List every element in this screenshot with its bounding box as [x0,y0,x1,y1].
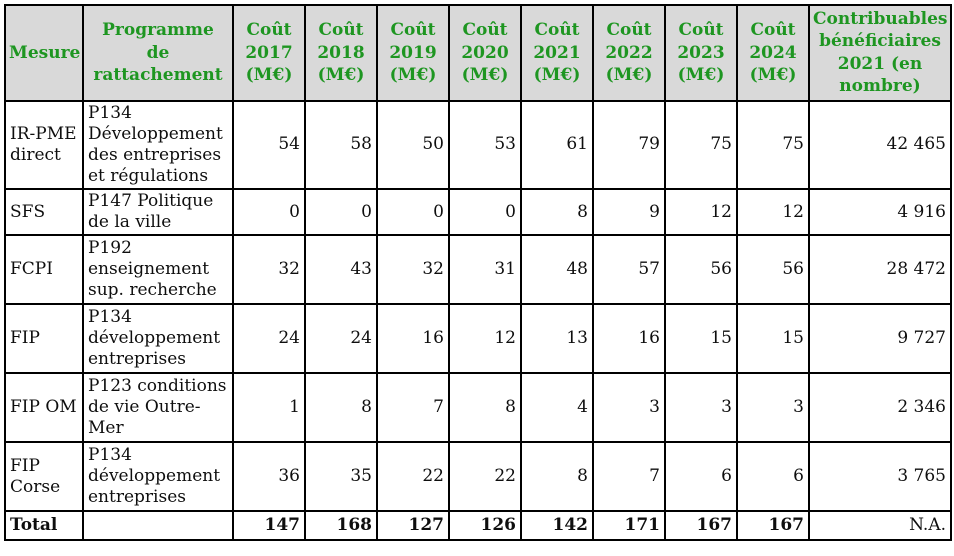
header-programme: Programme de rattachement [82,4,234,102]
cost-value-cell: 0 [376,188,450,237]
total-cost-cell: 142 [520,510,594,542]
total-beneficiaries-cell: N.A. [808,510,952,542]
cost-value-cell: 0 [232,188,306,237]
programme-cell: P147 Politique de la ville [82,188,234,237]
cost-value-cell: 15 [736,303,810,375]
programme-cell: P134 développement entreprises [82,303,234,375]
header-cout-2021: Coût 2021 (M€) [520,4,594,102]
total-cost-cell: 168 [304,510,378,542]
mesure-cell: FIP OM [4,372,84,444]
header-cout-2017: Coût 2017 (M€) [232,4,306,102]
mesure-cell: FIP Corse [4,441,84,513]
total-row: Total 147 168 127 126 142 171 167 167 N.… [4,510,952,542]
cost-per-measure-table: Mesure Programme de rattachement Coût 20… [4,4,952,542]
table-row-fip: FIP P134 développement entreprises 24 24… [4,303,952,375]
cost-value-cell: 48 [520,234,594,306]
cost-value-cell: 12 [664,188,738,237]
cost-value-cell: 7 [592,441,666,513]
header-mesure: Mesure [4,4,84,102]
beneficiaries-cell: 4 916 [808,188,952,237]
cost-value-cell: 32 [376,234,450,306]
cost-value-cell: 56 [664,234,738,306]
document-table-container: Mesure Programme de rattachement Coût 20… [4,4,952,542]
programme-cell: P192 enseignement sup. recherche [82,234,234,306]
cost-value-cell: 12 [736,188,810,237]
cost-value-cell: 16 [376,303,450,375]
cost-value-cell: 6 [664,441,738,513]
cost-value-cell: 54 [232,99,306,191]
cost-value-cell: 79 [592,99,666,191]
programme-cell: P123 conditions de vie Outre-Mer [82,372,234,444]
cost-value-cell: 8 [448,372,522,444]
total-programme-empty-cell [82,510,234,542]
mesure-cell: IR-PME direct [4,99,84,191]
header-contribuables: Contribuables bénéficiaires 2021 (en nom… [808,4,952,102]
cost-value-cell: 22 [376,441,450,513]
cost-value-cell: 16 [592,303,666,375]
cost-value-cell: 75 [664,99,738,191]
cost-value-cell: 43 [304,234,378,306]
cost-value-cell: 32 [232,234,306,306]
header-cout-2019: Coût 2019 (M€) [376,4,450,102]
cost-value-cell: 22 [448,441,522,513]
cost-value-cell: 3 [664,372,738,444]
beneficiaries-cell: 2 346 [808,372,952,444]
beneficiaries-cell: 9 727 [808,303,952,375]
programme-cell: P134 Développement des entreprises et ré… [82,99,234,191]
total-cost-cell: 171 [592,510,666,542]
table-row-ir-pme-direct: IR-PME direct P134 Développement des ent… [4,99,952,191]
total-cost-cell: 167 [664,510,738,542]
cost-value-cell: 6 [736,441,810,513]
cost-value-cell: 9 [592,188,666,237]
table-row-sfs: SFS P147 Politique de la ville 0 0 0 0 8… [4,188,952,237]
cost-value-cell: 53 [448,99,522,191]
total-label-cell: Total [4,510,84,542]
cost-value-cell: 57 [592,234,666,306]
table-row-fcpi: FCPI P192 enseignement sup. recherche 32… [4,234,952,306]
cost-value-cell: 15 [664,303,738,375]
programme-cell: P134 développement entreprises [82,441,234,513]
cost-value-cell: 24 [304,303,378,375]
cost-value-cell: 35 [304,441,378,513]
mesure-cell: FIP [4,303,84,375]
cost-value-cell: 61 [520,99,594,191]
mesure-cell: FCPI [4,234,84,306]
header-row: Mesure Programme de rattachement Coût 20… [4,4,952,102]
cost-value-cell: 8 [520,441,594,513]
header-cout-2023: Coût 2023 (M€) [664,4,738,102]
cost-value-cell: 56 [736,234,810,306]
beneficiaries-cell: 42 465 [808,99,952,191]
beneficiaries-cell: 3 765 [808,441,952,513]
total-cost-cell: 167 [736,510,810,542]
header-cout-2024: Coût 2024 (M€) [736,4,810,102]
cost-value-cell: 4 [520,372,594,444]
cost-value-cell: 24 [232,303,306,375]
table-row-fip-corse: FIP Corse P134 développement entreprises… [4,441,952,513]
cost-value-cell: 31 [448,234,522,306]
cost-value-cell: 12 [448,303,522,375]
total-cost-cell: 147 [232,510,306,542]
table-row-fip-om: FIP OM P123 conditions de vie Outre-Mer … [4,372,952,444]
cost-value-cell: 8 [304,372,378,444]
cost-value-cell: 58 [304,99,378,191]
cost-value-cell: 0 [304,188,378,237]
cost-value-cell: 7 [376,372,450,444]
cost-value-cell: 13 [520,303,594,375]
cost-value-cell: 75 [736,99,810,191]
cost-value-cell: 3 [592,372,666,444]
beneficiaries-cell: 28 472 [808,234,952,306]
cost-value-cell: 3 [736,372,810,444]
total-cost-cell: 127 [376,510,450,542]
header-cout-2020: Coût 2020 (M€) [448,4,522,102]
cost-value-cell: 8 [520,188,594,237]
total-cost-cell: 126 [448,510,522,542]
cost-value-cell: 36 [232,441,306,513]
cost-value-cell: 0 [448,188,522,237]
cost-value-cell: 1 [232,372,306,444]
cost-value-cell: 50 [376,99,450,191]
mesure-cell: SFS [4,188,84,237]
header-cout-2022: Coût 2022 (M€) [592,4,666,102]
header-cout-2018: Coût 2018 (M€) [304,4,378,102]
